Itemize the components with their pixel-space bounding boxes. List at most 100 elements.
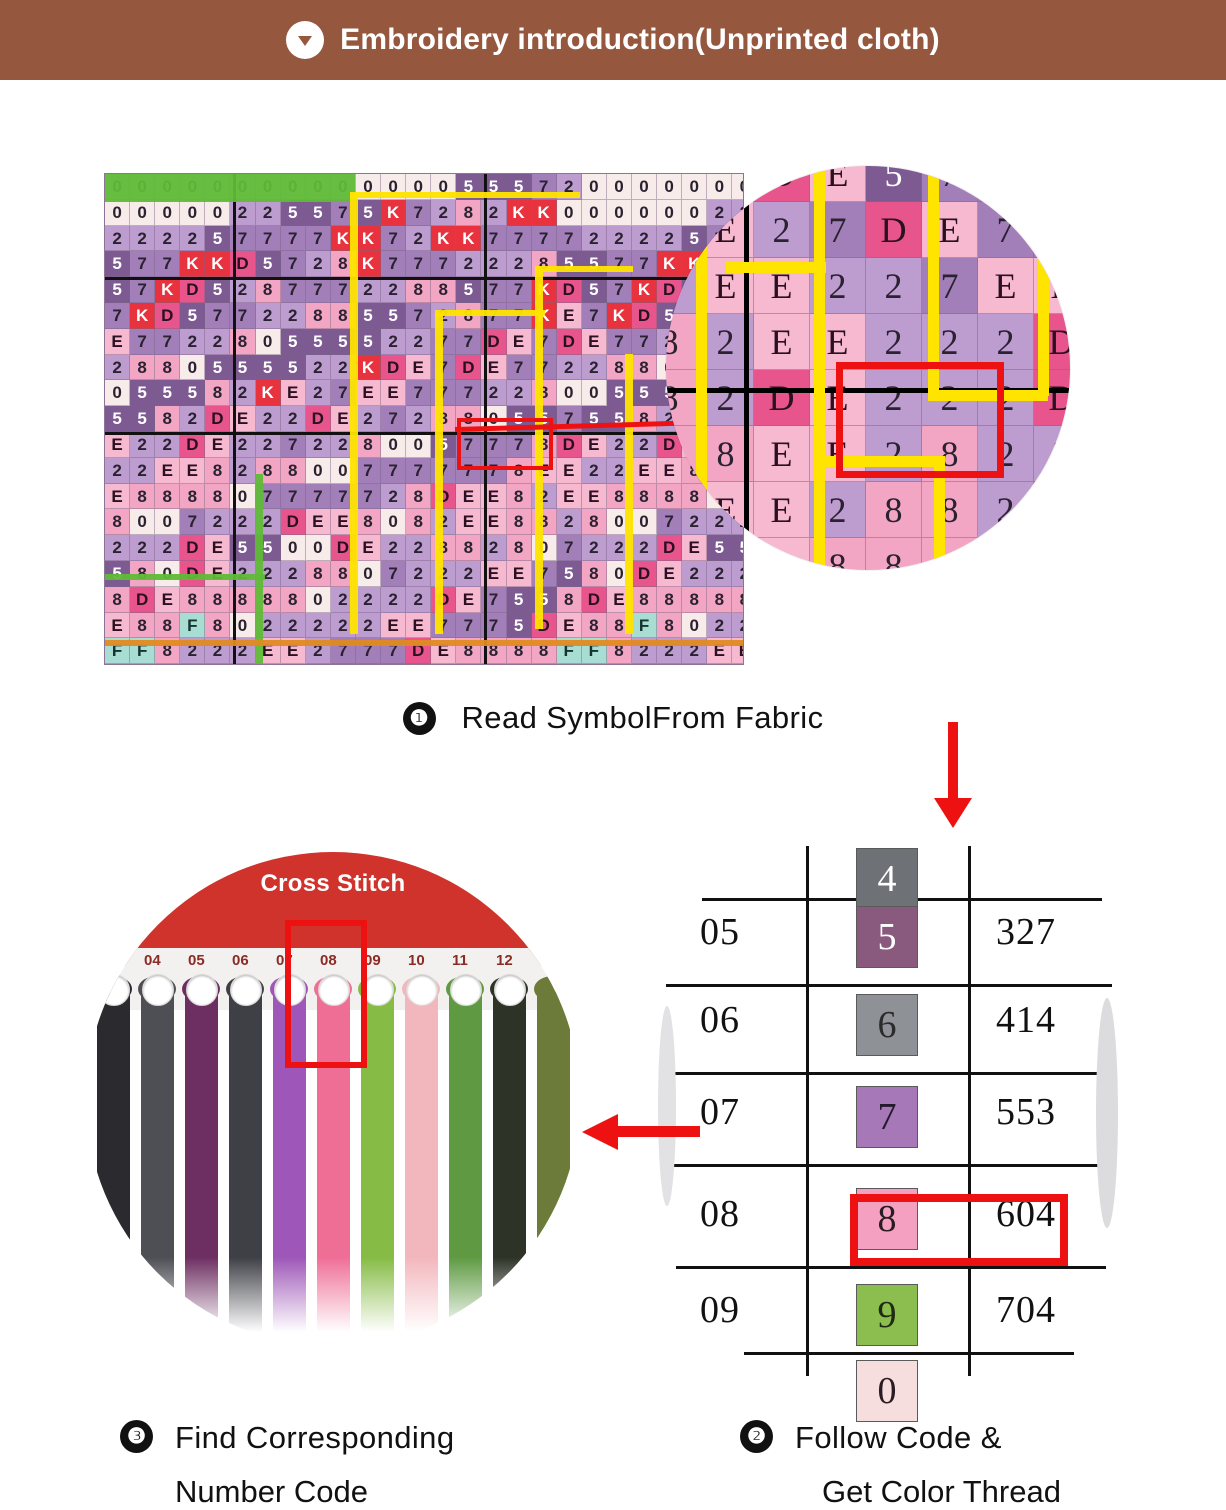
chart-cell: 7 <box>305 277 331 303</box>
chart-cell: 2 <box>305 638 331 664</box>
chart-cell: 2 <box>381 535 407 561</box>
chart-cell: 7 <box>431 612 457 639</box>
magnified-cell: 2 <box>754 202 810 258</box>
chart-cell: E <box>105 328 131 355</box>
chart-cell: 7 <box>531 560 557 587</box>
chart-cell: E <box>456 586 482 613</box>
chart-cell: 2 <box>606 431 632 458</box>
magnified-yellow-outline-3 <box>928 390 1048 401</box>
chart-cell: 2 <box>631 535 658 561</box>
chart-cell: 2 <box>305 431 331 458</box>
chart-cell: 2 <box>280 612 306 639</box>
magnified-yellow-outline-7 <box>726 262 826 273</box>
chart-cell: E <box>456 509 482 536</box>
chart-cell: 5 <box>180 380 206 407</box>
chart-cell: 0 <box>330 174 356 200</box>
chart-cell: 0 <box>581 380 607 407</box>
dmc-code-327: 327 <box>996 911 1056 953</box>
chart-cell: 7 <box>606 277 632 303</box>
chart-cell: 5 <box>105 251 131 278</box>
chart-cell: 8 <box>431 277 457 303</box>
chart-cell: 0 <box>205 199 231 226</box>
chart-row: 5582DE22DE2728805575582DE2 <box>105 406 743 432</box>
chart-cell: K <box>205 251 231 278</box>
chart-row: 222257777KK72KK77772222577 <box>105 225 743 252</box>
chart-cell: E <box>707 638 733 664</box>
step-1-text: Read SymbolFrom Fabric <box>461 700 824 735</box>
chart-cell: 5 <box>531 586 557 613</box>
chart-cell: 8 <box>305 560 331 587</box>
chart-cell: 7 <box>456 328 482 355</box>
chart-cell: E <box>556 612 582 639</box>
magnified-grid-hline <box>666 388 1070 393</box>
chart-cell: 5 <box>305 328 331 355</box>
chart-cell: 2 <box>431 509 457 536</box>
thread-skein <box>405 992 438 1332</box>
thread-hole <box>186 974 218 1006</box>
chart-cell: 8 <box>531 509 557 536</box>
chart-cell: 5 <box>581 251 607 278</box>
chart-cell: 2 <box>657 638 683 664</box>
thread-hole-number-12: 12 <box>496 952 513 969</box>
chart-cell: 2 <box>406 225 432 252</box>
chart-cell: 7 <box>506 354 532 381</box>
magnified-cell: 8 <box>666 426 698 482</box>
chart-cell: 2 <box>255 199 281 226</box>
magnified-cell: 2 <box>978 314 1034 370</box>
thread-hole <box>362 974 394 1006</box>
chart-cell: 7 <box>581 302 607 329</box>
table-edge-right <box>1096 998 1118 1228</box>
step-2-badge: ❷ <box>740 1420 773 1453</box>
chart-cell: 2 <box>255 406 281 432</box>
chart-cell: 2 <box>130 535 156 561</box>
chart-cell: 0 <box>280 174 306 200</box>
chart-cell: D <box>205 406 231 432</box>
chart-cell: 7 <box>406 251 432 278</box>
thread-hole-number-09: 09 <box>364 952 381 969</box>
chart-cell: K <box>180 251 206 278</box>
chart-cell: E <box>431 638 457 664</box>
chart-cell: 8 <box>180 586 206 613</box>
chart-cell: 2 <box>631 431 658 458</box>
chart-cell: 2 <box>305 354 331 381</box>
chart-cell: 0 <box>180 174 206 200</box>
chart-row: 7KD57722885572877KE7KD5772 <box>105 302 743 329</box>
chart-cell: 8 <box>255 277 281 303</box>
chart-cell: 8 <box>255 457 281 484</box>
table-rule-3 <box>660 1164 1116 1167</box>
chart-cell: 8 <box>205 586 231 613</box>
magnified-cell: 8 <box>866 538 922 570</box>
magnified-cell: E <box>978 258 1034 314</box>
chart-cell: E <box>155 457 181 484</box>
chart-cell: 5 <box>205 277 231 303</box>
chevron-down-circle-icon <box>286 21 325 59</box>
chart-cell: 0 <box>381 174 407 200</box>
step-3-text-line1: Find Corresponding <box>175 1420 455 1455</box>
magnified-cell: E <box>754 482 810 538</box>
magnified-cell: 2 <box>866 314 922 370</box>
chart-cell: 5 <box>381 302 407 329</box>
chart-cell: K <box>355 225 382 252</box>
magnified-cell: D <box>754 370 810 426</box>
chart-row: 22EE8288007777778EE22EE828 <box>105 457 743 484</box>
chart-cell: 0 <box>305 457 331 484</box>
chart-cell: 2 <box>355 586 382 613</box>
chart-cell: 2 <box>330 431 356 458</box>
chart-cell: 0 <box>155 174 181 200</box>
page-title: Embroidery introduction(Unprinted cloth) <box>340 23 940 56</box>
chart-cell: 0 <box>305 174 331 200</box>
chart-cell: 2 <box>631 638 658 664</box>
chart-cell: 8 <box>330 560 356 587</box>
chart-cell: 2 <box>381 328 407 355</box>
chart-cell: 0 <box>155 509 181 536</box>
chart-cell: E <box>556 457 582 484</box>
chart-cell: 7 <box>456 457 482 484</box>
thread-skein <box>97 992 130 1332</box>
chart-cell: 0 <box>255 174 281 200</box>
chart-cell: 8 <box>130 560 156 587</box>
chart-cell: 7 <box>105 302 131 329</box>
chart-cell: 8 <box>155 638 181 664</box>
arrow-down-icon <box>928 722 978 832</box>
